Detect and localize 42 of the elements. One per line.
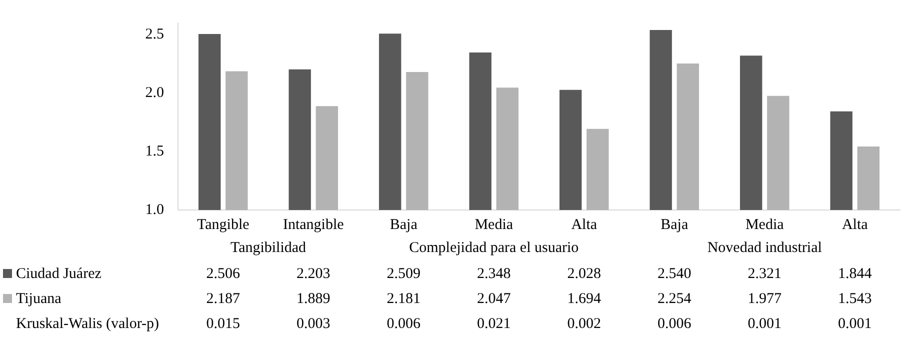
text: 0.006 xyxy=(386,316,421,332)
y-tick-label: 2.5 xyxy=(145,26,164,43)
x-tick-label: Alta xyxy=(842,216,868,233)
data-label: 2.506 xyxy=(206,266,240,282)
data-label: 2.187 xyxy=(206,290,240,307)
y-tick-label: 2.0 xyxy=(145,85,164,102)
text: 0.001 xyxy=(748,316,782,332)
text: 0.021 xyxy=(477,316,511,332)
x-tick-label: Intangible xyxy=(282,216,344,233)
text: 0.001 xyxy=(838,316,872,332)
data-label: 2.348 xyxy=(477,266,511,282)
text: 0.003 xyxy=(296,316,330,332)
x-tick-label: Media xyxy=(745,216,784,233)
data-label: 2.181 xyxy=(386,290,420,307)
text: Complejidad para el usuario xyxy=(409,240,579,256)
x-tick-label: Baja xyxy=(660,216,688,233)
legend-label: Ciudad Juárez xyxy=(16,266,102,282)
data-label: 2.047 xyxy=(477,290,512,307)
text: 0.015 xyxy=(206,316,240,332)
data-label: 2.321 xyxy=(748,266,782,282)
data-label: 2.028 xyxy=(567,266,601,282)
x-tick-label: Alta xyxy=(571,216,598,233)
text: Kruskal-Walis (valor-p) xyxy=(16,316,160,332)
x-tick-label: Tangible xyxy=(196,216,250,233)
y-tick-label: 1.0 xyxy=(145,202,164,218)
data-label: 2.540 xyxy=(658,266,692,282)
data-label: 1.977 xyxy=(748,290,782,307)
data-label: 2.203 xyxy=(296,266,330,282)
data-label: 1.694 xyxy=(567,290,602,307)
text: 0.002 xyxy=(567,316,601,332)
text: Novedad industrial xyxy=(707,240,822,256)
text: 0.006 xyxy=(658,316,692,332)
legend-label: Tijuana xyxy=(16,290,62,307)
x-tick-label: Media xyxy=(474,216,514,233)
data-label: 1.844 xyxy=(838,266,872,282)
data-label: 2.509 xyxy=(386,266,420,282)
data-label: 1.543 xyxy=(838,290,872,307)
text: Tangibilidad xyxy=(230,240,307,256)
data-label: 2.254 xyxy=(658,290,692,307)
data-label: 1.889 xyxy=(296,290,330,307)
x-tick-label: Baja xyxy=(390,216,418,233)
y-tick-label: 1.5 xyxy=(145,144,164,160)
